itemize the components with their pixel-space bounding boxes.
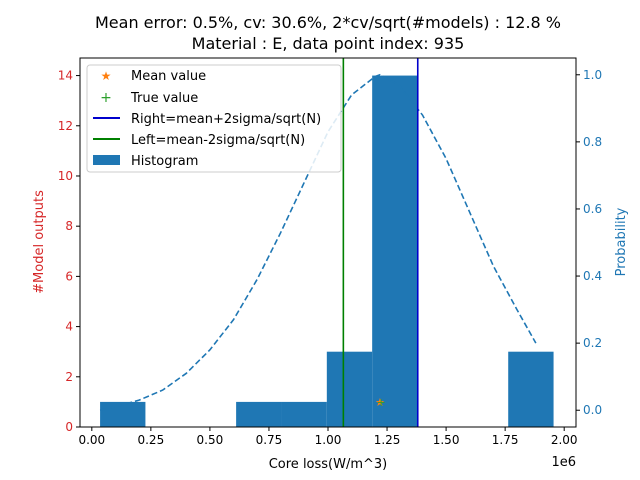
y-right-tick-label: 0.8 [583,135,602,149]
legend-box [86,64,342,173]
legend-histogram-label: Histogram [131,154,198,169]
histogram-bar-9 [508,351,554,427]
y-right-axis-label: Probability [614,207,629,276]
x-axis-ticks: 0.00 0.25 0.50 0.75 1.00 1.25 1.50 1.75 2.00 [78,427,578,447]
legend-right-label: Right=mean+2sigma/sqrt(N) [131,112,321,127]
x-tick-label: 1.25 [374,433,401,447]
y-right-tick-label: 1.0 [583,68,602,82]
y-left-axis-label: #Model outputs [32,190,47,294]
y-left-tick-label: 8 [65,219,73,233]
value-markers: ★+ [375,396,386,409]
histogram-bar-4 [281,401,327,427]
histogram-bars [100,75,554,428]
legend-histogram-swatch [93,155,120,165]
y-left-tick-label: 12 [58,119,73,133]
legend-left-label: Left=mean-2sigma/sqrt(N) [131,133,305,148]
x-axis-label: Core loss(W/m^3) [269,457,388,472]
histogram-bar-3 [236,401,282,427]
y-right-axis-ticks: 0.0 0.2 0.4 0.6 0.8 1.0 [576,68,602,417]
y-right-tick-label: 0.6 [583,202,602,216]
x-tick-label: 1.50 [433,433,460,447]
x-tick-label: 2.00 [551,433,578,447]
y-left-tick-label: 6 [65,269,73,283]
legend-true-plus-icon: + [100,90,112,106]
x-axis-offset-label: 1e6 [551,455,576,470]
chart-title-line1: Mean error: 0.5%, cv: 30.6%, 2*cv/sqrt(#… [95,13,561,32]
legend-mean-label: Mean value [131,69,206,84]
reference-lines [342,58,419,427]
histogram-bar-6 [372,75,418,428]
probability-curve-line [99,73,537,412]
y-right-tick-label: 0.2 [583,336,602,350]
y-left-tick-label: 14 [58,69,73,83]
legend: ★ Mean value + True value Right=mean+2si… [86,64,342,173]
y-right-tick-label: 0.4 [583,269,602,283]
legend-mean-star-icon: ★ [101,69,112,83]
y-left-tick-label: 10 [58,169,73,183]
legend-true-label: True value [130,91,198,106]
mean-value-star-icon: ★ [375,396,385,409]
histogram-bar-0 [100,401,146,427]
histogram-bar-5 [326,351,373,427]
y-left-axis-ticks: 0 2 4 6 8 10 12 14 [58,69,80,434]
x-tick-label: 1.00 [315,433,342,447]
x-tick-label: 0.75 [256,433,283,447]
x-tick-label: 1.75 [492,433,519,447]
true-value-plus-icon: + [377,396,386,409]
y-left-tick-label: 0 [65,420,73,434]
probability-curve [99,73,537,412]
y-right-tick-label: 0.0 [583,403,602,417]
y-left-tick-label: 2 [65,370,73,384]
x-tick-label: 0.00 [78,433,105,447]
x-tick-label: 0.50 [197,433,224,447]
y-left-tick-label: 4 [65,320,73,334]
x-tick-label: 0.25 [137,433,164,447]
chart-title-line2: Material : E, data point index: 935 [192,34,465,53]
